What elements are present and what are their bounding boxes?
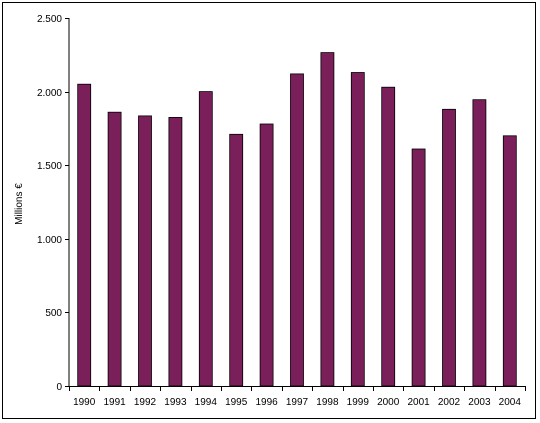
x-tick-label: 2003 (468, 397, 491, 408)
bar-1999 (350, 72, 365, 387)
x-tick-label: 1993 (164, 397, 187, 408)
bars (77, 52, 517, 387)
x-axis: 1990 1991 1992 1993 1994 1995 1996 1997 1998 1999… (69, 386, 526, 408)
bar-1995 (229, 133, 244, 387)
y-tick-label: 1.000 (37, 235, 62, 246)
x-tick-label: 1999 (347, 397, 370, 408)
bar-1996 (259, 123, 274, 387)
x-tick-label: 1995 (225, 397, 248, 408)
y-tick-label: 500 (45, 308, 62, 319)
y-tick-label: 0 (56, 382, 62, 393)
bar-1994 (198, 91, 213, 387)
x-tick-label: 1997 (286, 397, 309, 408)
bar-1992 (138, 115, 152, 387)
y-tick-label: 2.000 (37, 88, 62, 99)
x-tick-label: 1994 (195, 397, 218, 408)
x-tick-label: 1998 (316, 397, 339, 408)
bar-1990 (77, 83, 92, 387)
y-axis-title: Millions € (14, 183, 25, 225)
bar-2004 (502, 135, 517, 387)
y-tick-label: 1.500 (37, 161, 62, 172)
bar-2001 (411, 148, 426, 387)
x-tick-label: 2001 (407, 397, 430, 408)
x-tick-label: 1996 (255, 397, 278, 408)
y-tick-label: 2.500 (37, 14, 62, 25)
bar-chart: Millions € 0 500 1.000 1.500 2.000 2.500 1990… (14, 14, 526, 408)
bar-2000 (381, 86, 396, 387)
bar-2003 (472, 99, 487, 387)
bar-1993 (168, 117, 183, 387)
bar-2002 (442, 108, 456, 387)
x-tick-label: 2002 (438, 397, 461, 408)
chart-frame: Millions € 0 500 1.000 1.500 2.000 2.500 1990… (2, 2, 536, 419)
x-tick-label: 1992 (134, 397, 157, 408)
x-tick-label: 2004 (499, 397, 522, 408)
x-tick-label: 2000 (377, 397, 400, 408)
bar-1991 (107, 111, 122, 387)
bar-1997 (290, 73, 304, 387)
x-tick-label: 1991 (103, 397, 126, 408)
y-axis: 0 500 1.000 1.500 2.000 2.500 (37, 14, 70, 393)
x-tick-label: 1990 (73, 397, 96, 408)
bar-1998 (320, 52, 335, 387)
